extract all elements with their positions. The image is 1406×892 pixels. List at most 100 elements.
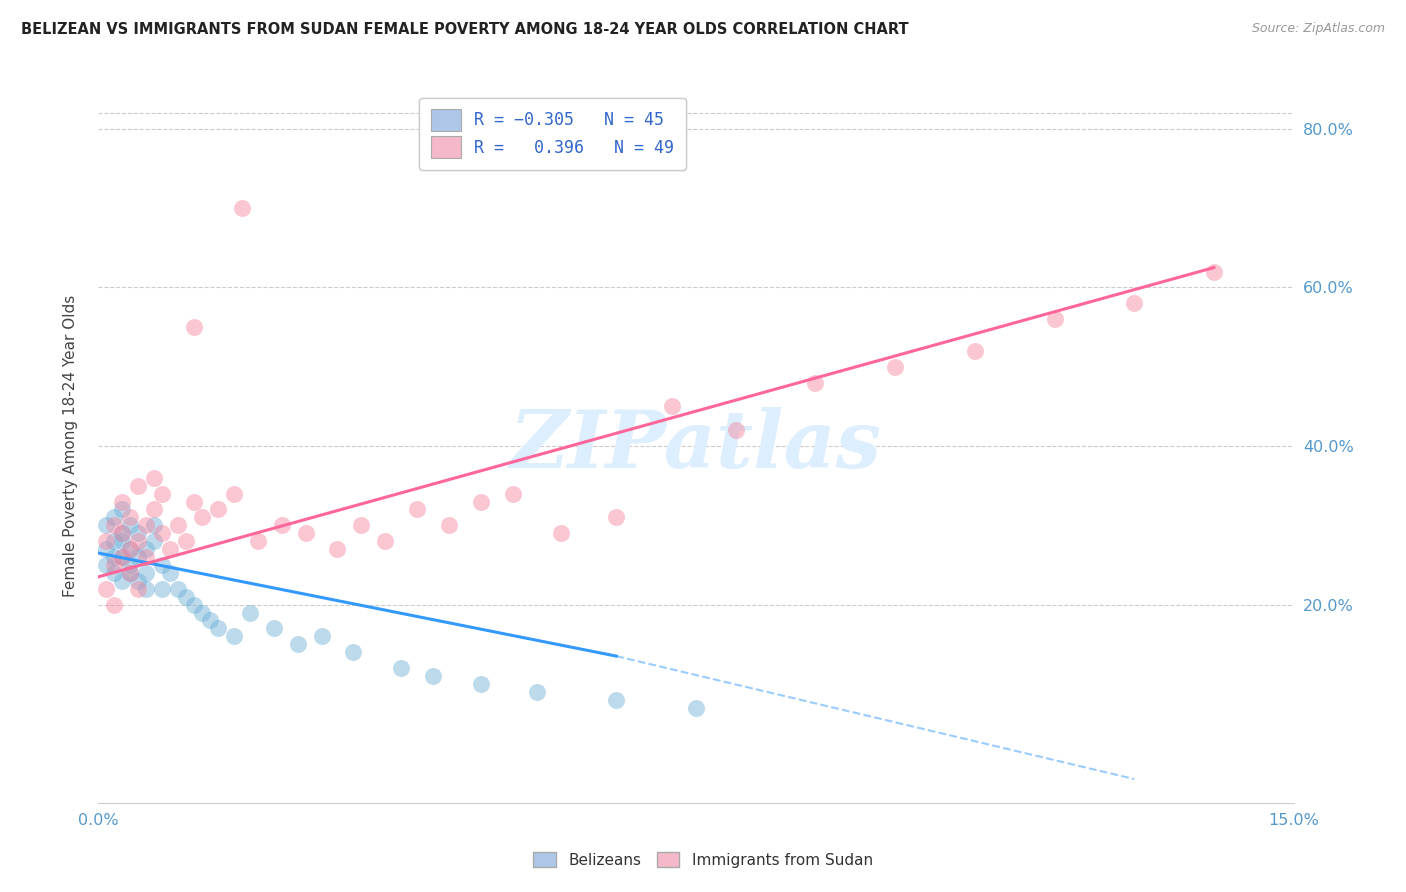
- Point: [103, 534, 125, 549]
- Point: [103, 598, 125, 612]
- Point: [207, 502, 229, 516]
- Point: [326, 542, 349, 557]
- Point: [605, 692, 627, 706]
- Point: [685, 700, 707, 714]
- Point: [111, 494, 134, 508]
- Point: [246, 534, 269, 549]
- Point: [270, 518, 292, 533]
- Point: [470, 494, 492, 508]
- Point: [159, 542, 181, 557]
- Point: [96, 542, 118, 557]
- Point: [150, 558, 173, 572]
- Point: [605, 510, 627, 524]
- Point: [96, 534, 118, 549]
- Point: [111, 526, 134, 541]
- Point: [174, 534, 197, 549]
- Point: [422, 669, 444, 683]
- Point: [111, 502, 134, 516]
- Point: [159, 566, 181, 580]
- Point: [143, 518, 166, 533]
- Point: [239, 606, 262, 620]
- Point: [96, 582, 118, 596]
- Point: [287, 637, 309, 651]
- Point: [135, 582, 157, 596]
- Point: [150, 526, 173, 541]
- Point: [374, 534, 396, 549]
- Point: [111, 526, 134, 541]
- Text: BELIZEAN VS IMMIGRANTS FROM SUDAN FEMALE POVERTY AMONG 18-24 YEAR OLDS CORRELATI: BELIZEAN VS IMMIGRANTS FROM SUDAN FEMALE…: [21, 22, 908, 37]
- Point: [127, 582, 149, 596]
- Legend: Belizeans, Immigrants from Sudan: Belizeans, Immigrants from Sudan: [526, 844, 880, 875]
- Point: [470, 677, 492, 691]
- Point: [143, 534, 166, 549]
- Point: [311, 629, 333, 643]
- Point: [963, 343, 986, 358]
- Point: [135, 518, 157, 533]
- Point: [263, 621, 285, 635]
- Point: [502, 486, 524, 500]
- Point: [127, 574, 149, 588]
- Y-axis label: Female Poverty Among 18-24 Year Olds: Female Poverty Among 18-24 Year Olds: [63, 295, 77, 597]
- Point: [135, 566, 157, 580]
- Point: [724, 423, 747, 437]
- Point: [183, 494, 205, 508]
- Point: [174, 590, 197, 604]
- Point: [96, 558, 118, 572]
- Point: [120, 518, 142, 533]
- Point: [120, 542, 142, 557]
- Point: [342, 645, 364, 659]
- Point: [103, 518, 125, 533]
- Point: [127, 526, 149, 541]
- Point: [1202, 264, 1225, 278]
- Point: [103, 549, 125, 564]
- Point: [120, 558, 142, 572]
- Point: [222, 629, 245, 643]
- Point: [127, 478, 149, 492]
- Point: [111, 574, 134, 588]
- Point: [231, 201, 253, 215]
- Point: [127, 549, 149, 564]
- Point: [661, 400, 683, 414]
- Point: [103, 510, 125, 524]
- Point: [294, 526, 316, 541]
- Point: [389, 661, 412, 675]
- Point: [198, 614, 221, 628]
- Point: [222, 486, 245, 500]
- Legend: R = −0.305   N = 45, R =   0.396   N = 49: R = −0.305 N = 45, R = 0.396 N = 49: [419, 97, 686, 169]
- Point: [884, 359, 907, 374]
- Text: ZIPatlas: ZIPatlas: [510, 408, 882, 484]
- Point: [191, 606, 214, 620]
- Point: [350, 518, 373, 533]
- Point: [120, 542, 142, 557]
- Point: [207, 621, 229, 635]
- Point: [183, 598, 205, 612]
- Point: [120, 566, 142, 580]
- Point: [111, 549, 134, 564]
- Point: [183, 320, 205, 334]
- Text: Source: ZipAtlas.com: Source: ZipAtlas.com: [1251, 22, 1385, 36]
- Point: [103, 558, 125, 572]
- Point: [120, 566, 142, 580]
- Point: [135, 549, 157, 564]
- Point: [150, 582, 173, 596]
- Point: [150, 486, 173, 500]
- Point: [804, 376, 827, 390]
- Point: [437, 518, 460, 533]
- Point: [127, 534, 149, 549]
- Point: [167, 518, 190, 533]
- Point: [120, 510, 142, 524]
- Point: [143, 471, 166, 485]
- Point: [135, 542, 157, 557]
- Point: [103, 566, 125, 580]
- Point: [143, 502, 166, 516]
- Point: [167, 582, 190, 596]
- Point: [1043, 312, 1066, 326]
- Point: [406, 502, 429, 516]
- Point: [1123, 296, 1146, 310]
- Point: [111, 534, 134, 549]
- Point: [96, 518, 118, 533]
- Point: [550, 526, 572, 541]
- Point: [526, 685, 548, 699]
- Point: [191, 510, 214, 524]
- Point: [111, 549, 134, 564]
